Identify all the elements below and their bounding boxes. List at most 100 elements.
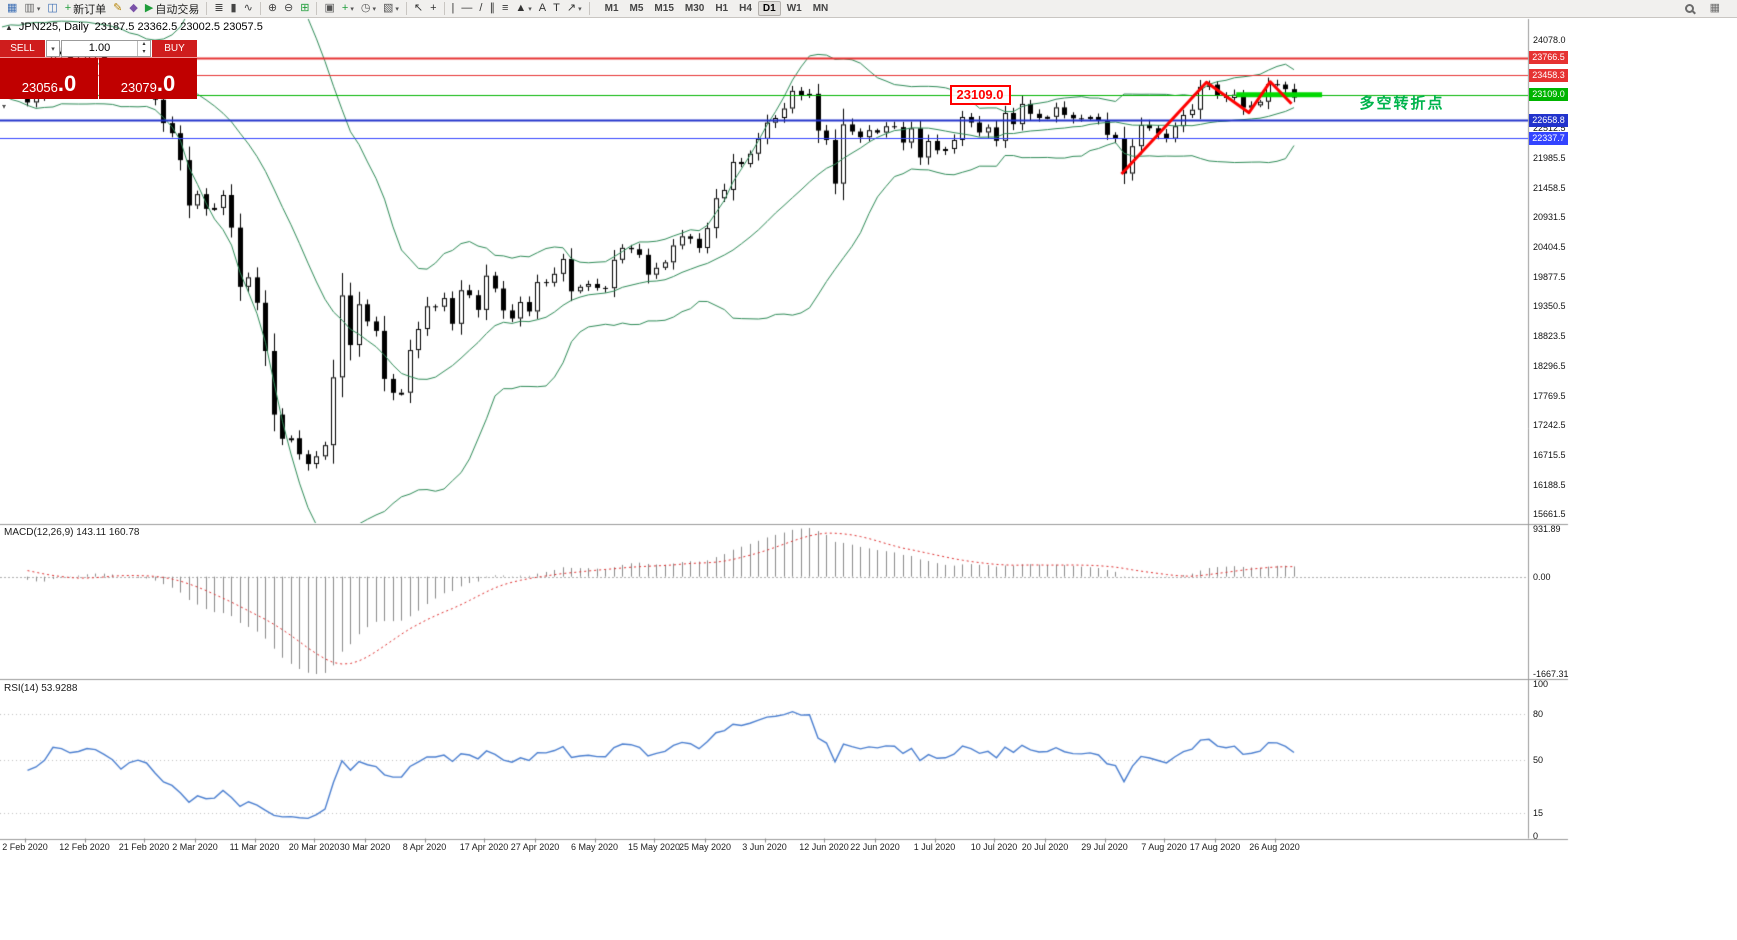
buy-price-frac: .0 [156, 71, 176, 97]
fibonacci-icon: ≡ [501, 2, 509, 14]
line-chart-mode-icon[interactable]: ∿ [241, 1, 256, 17]
dropdown-arrow-icon[interactable]: ▾ [36, 5, 41, 13]
line-chart-mode-icon: ∿ [243, 2, 253, 14]
zoom-in-icon: ⊕ [267, 2, 278, 14]
grid-icon[interactable]: ⊞ [297, 1, 312, 17]
channel-icon[interactable]: ∥ [486, 1, 498, 17]
vertical-line-icon: | [451, 2, 455, 14]
chart-windows-icon[interactable]: ◫ [44, 1, 60, 17]
periods-icon: ◷ [360, 2, 371, 14]
templates-icon[interactable]: ▧ ▾ [380, 1, 402, 17]
panels-icon[interactable]: ▦ [1707, 1, 1723, 17]
timeframe-m30-button[interactable]: M30 [684, 3, 705, 14]
zoom-in-icon[interactable]: ⊕ [265, 1, 280, 17]
timeframe-toolbar: M1 M5 M15 M30 H1 H4 D1 W1 MN [600, 1, 834, 16]
timeframe-w1-button[interactable]: W1 [786, 3, 802, 14]
new-order-button: + [64, 2, 72, 14]
new-order-button[interactable]: + 新订单 [62, 1, 109, 17]
spin-up-icon[interactable]: ▴ [142, 41, 146, 47]
buy-price-button[interactable]: 23079 .0 [99, 58, 197, 99]
text-label-icon: T [553, 2, 560, 14]
trendline-icon[interactable]: / [476, 1, 485, 17]
timeframe-mn-button[interactable]: MN [812, 3, 829, 14]
volume-spinner[interactable]: ▴ ▾ [137, 41, 150, 56]
sell-price: 23056 [21, 80, 58, 95]
candlestick-mode-icon: ▮ [230, 2, 237, 14]
metaeditor-icon: ✎ [113, 2, 123, 14]
search-icon [1684, 4, 1694, 13]
dropdown-arrow-icon[interactable]: ▾ [395, 5, 399, 13]
arrow-tools-icon[interactable]: ↗ ▾ [564, 1, 585, 17]
cursor-icon[interactable]: ↖ [411, 1, 426, 17]
bar-chart-mode-icon: ≣ [214, 2, 224, 14]
timeframe-d1-button[interactable]: D1 [757, 1, 781, 16]
vertical-line-icon[interactable]: | [449, 1, 458, 17]
one-click-collapse-icon[interactable]: ▾ [2, 102, 7, 111]
shapes-icon: ▲ [515, 2, 527, 14]
arrow-tools-icon: ↗ [566, 2, 577, 14]
price-annotation-box: 23109.0 [949, 84, 1011, 105]
candlestick-mode-icon[interactable]: ▮ [228, 1, 240, 17]
periods-icon[interactable]: ◷ ▾ [358, 1, 379, 17]
sell-price-button[interactable]: 23056 .0 [0, 58, 98, 99]
chart-ohlc-readout: 23187.5 23362.5 23002.5 23057.5 [94, 21, 263, 33]
toolbar-right-group: ▦ [1682, 1, 1733, 17]
toolbar-main-group: ▦ ▥ ▾ ◫ + 新订单 ✎ ◆ ▶ 自动交易 ≣ ▮ ∿ ⊕ ⊖ ⊞ ▣ + ▾ ◷ ▾ ▧ ▾ ↖ + | — / ∥ ≡ ▲ ▾ A T ↗… [4, 1, 593, 17]
script-icon[interactable]: ◆ [126, 1, 140, 17]
toolbar-separator [259, 2, 261, 15]
script-icon: ◆ [129, 2, 138, 14]
rsi-label: RSI(14) 53.9288 [4, 683, 78, 694]
bar-chart-mode-icon[interactable]: ≣ [211, 1, 226, 17]
one-click-trading-panel: SELL ▾ 1.00 ▴ ▾ BUY 23056 .0 23079 .0 [0, 40, 197, 99]
timeframe-m15-button[interactable]: M15 [654, 3, 674, 14]
toolbar-separator [443, 2, 445, 15]
new-order-button-label: 新订单 [73, 3, 107, 16]
dropdown-arrow-icon[interactable]: ▾ [578, 5, 582, 13]
buy-price: 23079 [120, 80, 157, 95]
trendline-icon: / [479, 2, 483, 14]
dropdown-arrow-icon[interactable]: ▾ [372, 5, 376, 13]
indicators-icon: + [341, 2, 349, 14]
sell-button[interactable]: SELL [0, 40, 45, 57]
horizontal-line-icon[interactable]: — [458, 1, 475, 17]
text-icon[interactable]: A [536, 1, 549, 17]
timeframe-m5-button[interactable]: M5 [629, 3, 644, 14]
fibonacci-icon[interactable]: ≡ [499, 1, 511, 17]
zoom-out-icon[interactable]: ⊖ [281, 1, 296, 17]
timeframe-h1-button[interactable]: H1 [715, 3, 729, 14]
profiles-icon[interactable]: ▥ ▾ [21, 1, 43, 17]
toolbar-separator [588, 2, 590, 15]
toolbar-separator [206, 2, 208, 15]
profiles-icon: ▥ [24, 2, 35, 14]
cursor-icon: ↖ [413, 2, 424, 14]
metaeditor-icon[interactable]: ✎ [110, 1, 125, 17]
macd-label: MACD(12,26,9) 143.11 160.78 [4, 527, 140, 538]
chart-windows-icon: ◫ [47, 2, 58, 14]
shapes-icon[interactable]: ▲ ▾ [512, 1, 534, 17]
search-icon[interactable] [1682, 1, 1697, 17]
templates-icon: ▧ [382, 2, 394, 14]
text-label-icon[interactable]: T [550, 1, 563, 17]
volume-field[interactable]: 1.00 ▴ ▾ [61, 40, 151, 57]
dropdown-arrow-icon[interactable]: ▾ [350, 5, 354, 13]
toolbar-separator [316, 2, 318, 15]
tile-windows-icon[interactable]: ▣ [321, 1, 337, 17]
dropdown-arrow-icon[interactable]: ▾ [528, 5, 532, 13]
autotrading-button: ▶ [144, 2, 154, 14]
zoom-out-icon: ⊖ [284, 2, 294, 14]
timeframe-h4-button[interactable]: H4 [739, 3, 752, 14]
horizontal-line-icon: — [461, 2, 473, 14]
timeframe-m1-button[interactable]: M1 [604, 3, 619, 14]
new-chart-icon[interactable]: ▦ [4, 1, 20, 17]
buy-button[interactable]: BUY [152, 40, 197, 57]
volume-value[interactable]: 1.00 [88, 42, 111, 54]
volume-dropdown-icon[interactable]: ▾ [46, 40, 60, 57]
crosshair-icon[interactable]: + [427, 1, 439, 17]
toolbar-separator [405, 2, 407, 15]
autotrading-button-label: 自动交易 [155, 3, 200, 16]
spin-down-icon[interactable]: ▾ [142, 48, 146, 55]
indicators-icon[interactable]: + ▾ [339, 1, 357, 17]
autotrading-button[interactable]: ▶ 自动交易 [142, 1, 202, 17]
